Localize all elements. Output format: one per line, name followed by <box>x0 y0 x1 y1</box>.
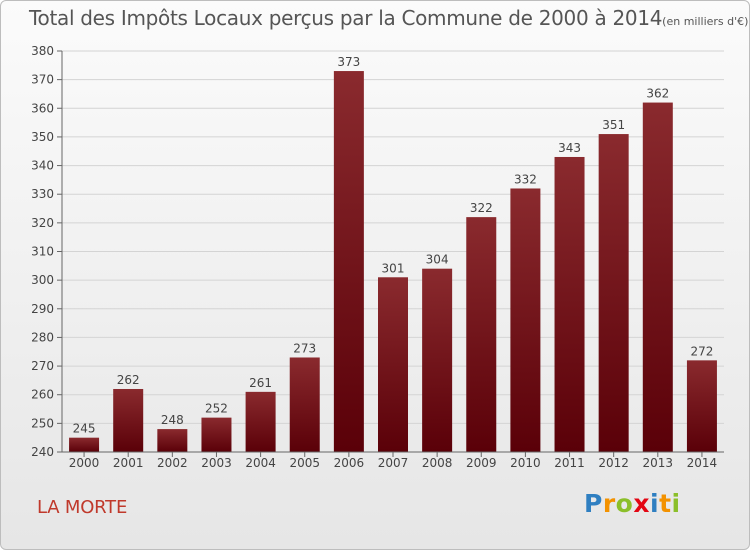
x-tick-label: 2004 <box>245 456 276 470</box>
y-tick-label: 380 <box>31 44 54 58</box>
x-tick-label: 2005 <box>289 456 320 470</box>
y-tick-label: 280 <box>31 330 54 344</box>
logo-letter: P <box>584 489 603 518</box>
data-label: 273 <box>293 341 316 355</box>
y-tick-label: 260 <box>31 388 54 402</box>
x-tick-label: 2014 <box>687 456 718 470</box>
logo-letter: i <box>650 489 660 518</box>
bar-2011[interactable] <box>554 156 585 452</box>
data-label: 245 <box>73 422 96 436</box>
x-tick-label: 2003 <box>201 456 232 470</box>
data-label: 351 <box>602 118 625 132</box>
x-tick-label: 2001 <box>113 456 144 470</box>
bar-2003[interactable] <box>201 417 232 452</box>
data-label: 304 <box>426 253 449 267</box>
chart-title-text: Total des Impôts Locaux perçus par la Co… <box>29 6 663 30</box>
x-tick-label: 2002 <box>157 456 188 470</box>
x-tick-label: 2000 <box>69 456 100 470</box>
logo-letter: r <box>602 489 616 518</box>
data-label: 262 <box>117 373 140 387</box>
proxiti-logo[interactable]: Proxiti <box>584 489 681 518</box>
x-tick-label: 2012 <box>598 456 629 470</box>
bar-2004[interactable] <box>245 391 276 452</box>
data-label: 248 <box>161 413 184 427</box>
data-label: 362 <box>646 87 669 101</box>
x-tick-label: 2006 <box>334 456 365 470</box>
bar-2005[interactable] <box>289 357 320 452</box>
y-tick-label: 310 <box>31 245 54 259</box>
y-tick-label: 320 <box>31 216 54 230</box>
bar-2007[interactable] <box>378 277 408 452</box>
bar-2012[interactable] <box>598 134 629 453</box>
data-label: 373 <box>337 55 360 69</box>
bar-2000[interactable] <box>69 437 100 452</box>
x-tick-label: 2013 <box>643 456 674 470</box>
chart-unit: (en milliers d'€) <box>662 15 749 28</box>
x-tick-label: 2011 <box>554 456 585 470</box>
x-tick-label: 2009 <box>466 456 497 470</box>
bar-2014[interactable] <box>686 360 717 452</box>
y-tick-label: 270 <box>31 359 54 373</box>
bar-2006[interactable] <box>333 71 364 453</box>
y-tick-label: 290 <box>31 302 54 316</box>
y-tick-label: 360 <box>31 101 54 115</box>
y-tick-label: 300 <box>31 273 54 287</box>
data-label: 332 <box>514 172 537 186</box>
commune-name: LA MORTE <box>37 497 128 518</box>
bar-2008[interactable] <box>422 268 453 452</box>
logo-letter: i <box>671 489 681 518</box>
y-tick-label: 350 <box>31 130 54 144</box>
y-tick-label: 330 <box>31 187 54 201</box>
y-tick-label: 370 <box>31 73 54 87</box>
data-label: 322 <box>470 201 493 215</box>
y-tick-label: 240 <box>31 445 54 459</box>
x-tick-label: 2008 <box>422 456 453 470</box>
data-label: 301 <box>382 261 405 275</box>
chart-title: Total des Impôts Locaux perçus par la Co… <box>29 6 748 30</box>
x-tick-label: 2007 <box>378 456 409 470</box>
data-label: 252 <box>205 402 228 416</box>
bar-2002[interactable] <box>157 429 188 452</box>
y-tick-label: 340 <box>31 159 54 173</box>
data-label: 272 <box>690 344 713 358</box>
y-tick-label: 250 <box>31 416 54 430</box>
logo-letter: o <box>615 489 634 518</box>
bar-2010[interactable] <box>510 188 541 452</box>
bar-2009[interactable] <box>466 217 497 452</box>
bar-2013[interactable] <box>642 102 673 453</box>
logo-letter: x <box>633 489 650 518</box>
x-tick-label: 2010 <box>510 456 541 470</box>
data-label: 261 <box>249 376 272 390</box>
data-label: 343 <box>558 141 581 155</box>
bar-2001[interactable] <box>113 388 144 452</box>
logo-letter: t <box>659 489 672 518</box>
